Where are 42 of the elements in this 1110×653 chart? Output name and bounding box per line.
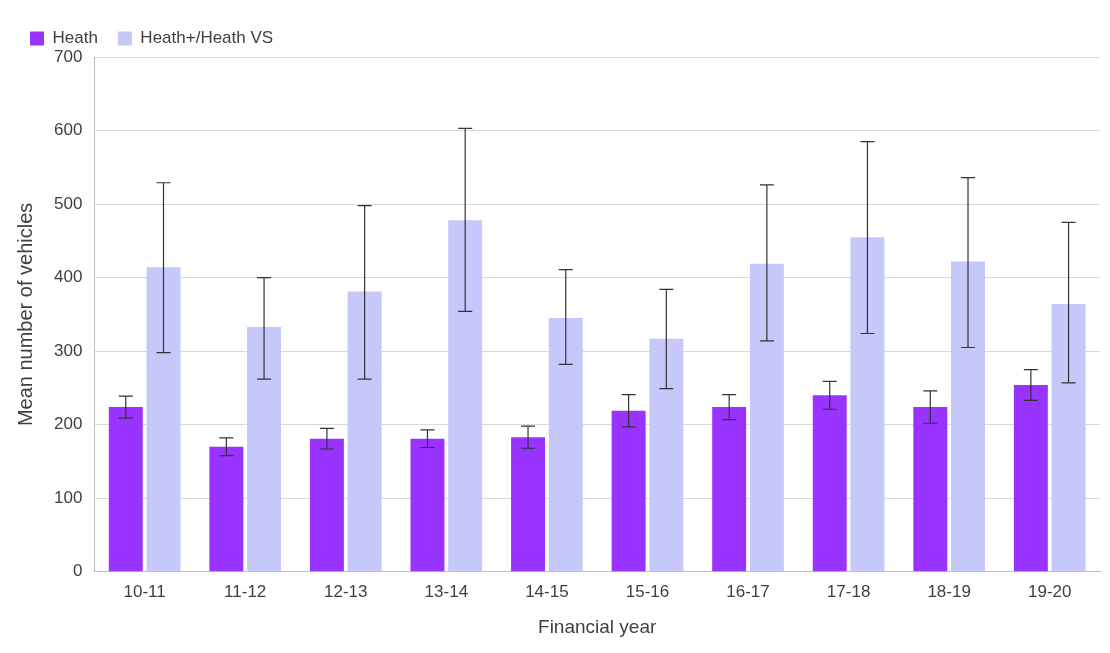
y-tick-label: 300	[53, 340, 83, 360]
bar	[913, 407, 948, 572]
x-tick-label: 13-14	[424, 581, 469, 601]
y-tick-label: 400	[53, 267, 83, 287]
bar	[146, 267, 181, 572]
x-tick-label: 14-15	[525, 581, 569, 601]
y-axis-title: Mean number of vehicles	[13, 202, 36, 427]
bar	[812, 395, 847, 572]
bar	[611, 410, 646, 572]
legend-label: Heath+/Heath VS	[140, 28, 274, 48]
y-tick-label: 100	[53, 487, 83, 507]
bar	[951, 261, 985, 572]
bar	[712, 407, 747, 572]
bar	[1051, 304, 1086, 572]
bar	[410, 438, 445, 572]
bar	[1013, 385, 1048, 572]
x-tick-label: 15-16	[625, 581, 670, 601]
y-tick-label: 600	[53, 120, 83, 140]
x-tick-label: 16-17	[726, 581, 770, 601]
y-tick-label: 700	[53, 46, 83, 66]
bar	[247, 326, 282, 572]
legend-label: Heath	[52, 28, 98, 48]
x-tick-label: 19-20	[1027, 581, 1072, 601]
x-tick-label: 18-19	[927, 581, 971, 601]
bar	[511, 437, 546, 572]
bar	[309, 438, 344, 572]
bar	[548, 318, 583, 572]
bar	[448, 220, 483, 572]
y-tick-label: 200	[53, 414, 83, 434]
bar	[347, 291, 382, 572]
y-tick-label: 500	[53, 193, 83, 213]
bar	[749, 263, 784, 572]
x-tick-label: 10-11	[123, 581, 166, 601]
y-tick-label: 0	[72, 561, 83, 581]
x-axis-title: Financial year	[538, 615, 657, 637]
x-tick-label: 12-13	[324, 581, 368, 601]
bar	[649, 338, 684, 572]
bar	[209, 446, 244, 572]
x-tick-label: 11-12	[224, 581, 267, 601]
bar	[108, 407, 143, 572]
bar	[850, 237, 885, 572]
x-tick-label: 17-18	[826, 581, 871, 601]
